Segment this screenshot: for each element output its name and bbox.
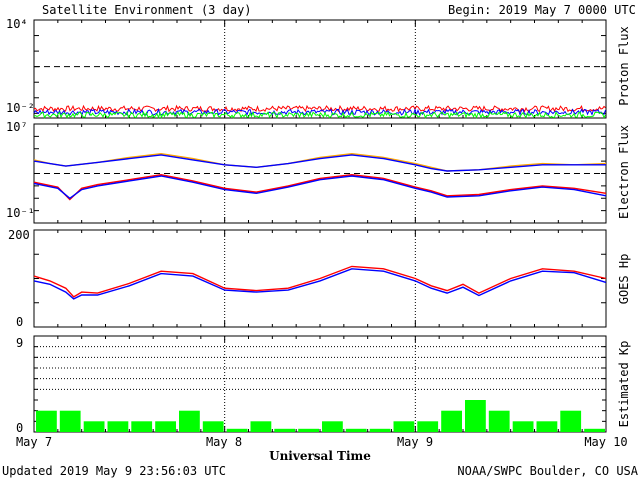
kp-bar-11 xyxy=(298,428,319,432)
kp-bar-8 xyxy=(226,428,248,432)
kp-ytick-top: 9 xyxy=(16,336,23,350)
kp-ytick-bottom: 0 xyxy=(16,421,23,435)
electron-series-1 xyxy=(33,154,606,172)
noaa-credit: NOAA/SWPC Boulder, CO USA xyxy=(457,464,638,478)
proton-flux-label: Proton Flux xyxy=(617,26,631,105)
kp-bar-1 xyxy=(59,410,81,432)
xtick-may7: May 7 xyxy=(16,435,52,449)
begin-time: Begin: 2019 May 7 0000 UTC xyxy=(448,3,636,17)
updated-time: Updated 2019 May 9 23:56:03 UTC xyxy=(2,464,226,478)
goes-ytick-bottom: 0 xyxy=(16,315,23,329)
kp-bar-14 xyxy=(369,428,391,432)
kp-bar-13 xyxy=(345,428,367,432)
kp-bar-17 xyxy=(441,410,462,432)
kp-bar-0 xyxy=(36,410,57,432)
panel-frame-3 xyxy=(33,335,607,433)
kp-bar-19 xyxy=(488,410,510,432)
kp-bar-22 xyxy=(560,410,582,432)
kp-bar-5 xyxy=(155,421,176,432)
goes-series-0 xyxy=(33,265,607,298)
proton-ytick-bottom: 10⁻² xyxy=(6,101,35,115)
estimated-kp-label: Estimated Kp xyxy=(617,341,631,428)
kp-bar-15 xyxy=(393,421,415,432)
kp-bar-18 xyxy=(465,400,486,432)
xtick-may9: May 9 xyxy=(397,435,433,449)
kp-bar-10 xyxy=(274,428,296,432)
kp-bar-16 xyxy=(417,421,439,432)
proton-series-0 xyxy=(33,104,606,113)
kp-bar-3 xyxy=(107,421,129,432)
goes-series-1 xyxy=(33,268,607,300)
proton-series-2 xyxy=(33,110,606,119)
kp-bar-7 xyxy=(202,421,224,432)
panel-frame-0 xyxy=(33,19,607,119)
proton-ytick-top: 10⁴ xyxy=(6,17,28,31)
proton-series-1 xyxy=(33,107,606,117)
chart-title: Satellite Environment (3 day) xyxy=(42,3,252,17)
xtick-may10: May 10 xyxy=(584,435,627,449)
goes-ytick-top: 200 xyxy=(8,228,30,242)
electron-flux-label: Electron Flux xyxy=(617,125,631,219)
electron-series-2 xyxy=(33,173,607,201)
kp-bar-23 xyxy=(584,428,605,432)
goes-hp-label: GOES Hp xyxy=(617,254,631,305)
xtick-may8: May 8 xyxy=(206,435,242,449)
electron-series-3 xyxy=(33,175,607,200)
kp-bar-12 xyxy=(322,421,343,432)
electron-series-0 xyxy=(33,152,607,172)
kp-bar-2 xyxy=(83,421,105,432)
kp-bar-6 xyxy=(179,410,200,432)
electron-ytick-bottom: 10⁻¹ xyxy=(6,206,35,220)
kp-bar-9 xyxy=(250,421,272,432)
x-axis-label: Universal Time xyxy=(269,449,371,463)
kp-bar-21 xyxy=(536,421,558,432)
kp-bar-4 xyxy=(131,421,153,432)
electron-ytick-top: 10⁷ xyxy=(6,120,28,134)
kp-bar-20 xyxy=(512,421,534,432)
